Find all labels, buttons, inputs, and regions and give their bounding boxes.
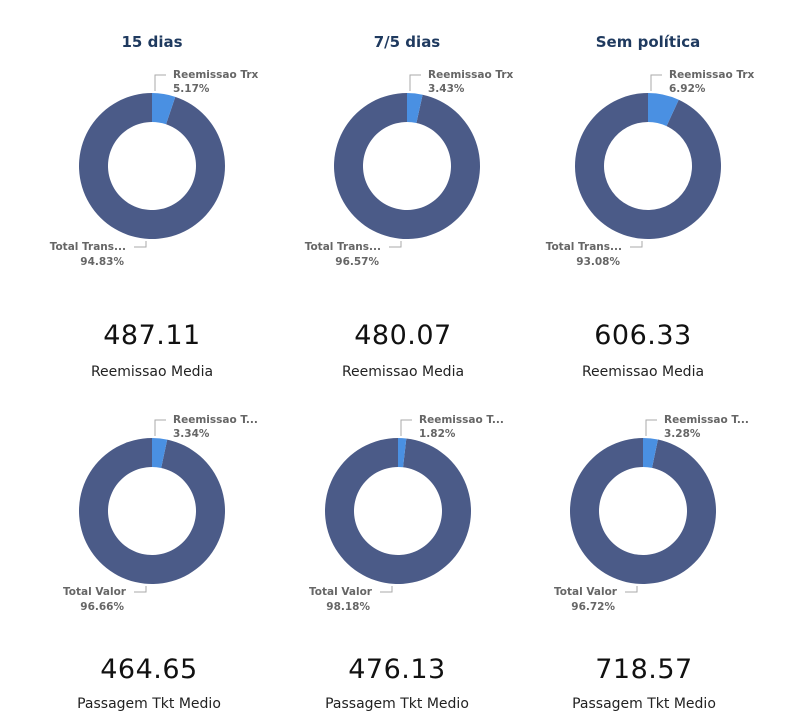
leader-line [389, 241, 402, 248]
donut-chart-reemissao-trx-sem-politica[interactable]: Reemissao Trx 6.92% Total Trans... 93.08% [546, 62, 755, 268]
leader-line [650, 74, 662, 91]
slice-label-reemissao-tkt: Reemissao T... [173, 414, 258, 426]
kpi-passagem-tkt-medio-7-5-dias-value: 476.13 [348, 654, 446, 685]
slice-label-total-transa-es: Total Trans... [546, 241, 622, 253]
slice-label-reemissao-trx: Reemissao Trx [173, 69, 259, 81]
donut-slice-total-valor[interactable] [78, 438, 225, 584]
donut-slice-total-valor[interactable] [325, 438, 471, 584]
slice-percent-reemissao-trx: 5.17% [173, 83, 210, 95]
leader-line [400, 419, 412, 436]
slice-percent-reemissao-tkt: 1.82% [419, 428, 456, 440]
donut-chart-reemissao-trx-15-dias[interactable]: Reemissao Trx 5.17% Total Trans... 94.83% [50, 62, 259, 268]
donut-chart-reemissao-tkt-7-5-dias[interactable]: Reemissao T... 1.82% Total Valor 98.18% [298, 407, 504, 613]
column-title-sem-politica: Sem política [595, 33, 701, 51]
donut-slice-reemissao-trx[interactable] [648, 93, 679, 127]
slice-label-reemissao-trx: Reemissao Trx [428, 69, 514, 81]
kpi-passagem-tkt-medio-sem-politica-value: 718.57 [595, 654, 693, 685]
kpi-reemissao-media-sem-politica-label: Reemissao Media [581, 364, 705, 380]
donut-chart-reemissao-tkt-15-dias[interactable]: Reemissao T... 3.34% Total Valor 96.66% [52, 407, 258, 613]
donut-slice-reemissao-tkt[interactable] [398, 438, 407, 468]
donut-slice-total-valor[interactable] [570, 438, 716, 584]
slice-label-reemissao-tkt: Reemissao T... [664, 414, 749, 426]
slice-label-total-valor: Total Valor [309, 586, 373, 598]
leader-line [154, 74, 166, 91]
leader-line [625, 586, 638, 593]
slice-percent-reemissao-trx: 6.92% [669, 83, 706, 95]
slice-percent-reemissao-trx: 3.43% [428, 83, 465, 95]
slice-percent-total-valor: 96.72% [571, 601, 615, 613]
donut-slice-reemissao-trx[interactable] [152, 93, 176, 125]
slice-percent-total-valor: 98.18% [326, 601, 370, 613]
kpi-reemissao-media-15-dias-label: Reemissao Media [90, 364, 214, 380]
kpi-passagem-tkt-medio-sem-politica-label: Passagem Tkt Medio [572, 696, 716, 712]
slice-percent-total-transa-es: 96.57% [335, 256, 379, 268]
column-title-7-5-dias: 7/5 dias [373, 33, 441, 51]
kpi-reemissao-media-sem-politica-value: 606.33 [594, 320, 692, 351]
donut-slice-total-transa-es[interactable] [79, 93, 226, 240]
slice-label-total-valor: Total Valor [554, 586, 618, 598]
donut-chart-reemissao-tkt-sem-politica[interactable]: Reemissao T... 3.28% Total Valor 96.72% [543, 407, 749, 613]
donut-slice-total-transa-es[interactable] [333, 92, 480, 239]
leader-line [154, 419, 166, 436]
kpi-reemissao-media-7-5-dias-label: Reemissao Media [341, 364, 465, 380]
donut-slice-total-transa-es[interactable] [575, 93, 721, 239]
leader-line [134, 241, 147, 248]
leader-line [409, 74, 421, 91]
donut-slice-reemissao-trx[interactable] [407, 93, 423, 124]
slice-label-total-valor: Total Valor [63, 586, 127, 598]
kpi-reemissao-media-15-dias-value: 487.11 [103, 320, 201, 351]
slice-label-reemissao-trx: Reemissao Trx [669, 69, 755, 81]
donut-chart-reemissao-trx-7-5-dias[interactable]: Reemissao Trx 3.43% Total Trans... 96.57% [305, 62, 514, 268]
kpi-passagem-tkt-medio-15-dias-label: Passagem Tkt Medio [77, 696, 221, 712]
slice-percent-reemissao-tkt: 3.34% [173, 428, 210, 440]
kpi-passagem-tkt-medio-7-5-dias-label: Passagem Tkt Medio [325, 696, 469, 712]
donut-slice-reemissao-tkt[interactable] [643, 438, 658, 468]
leader-line [380, 586, 393, 593]
slice-percent-total-transa-es: 93.08% [576, 256, 620, 268]
leader-line [134, 586, 147, 593]
slice-percent-total-transa-es: 94.83% [80, 256, 124, 268]
kpi-reemissao-media-7-5-dias-value: 480.07 [354, 320, 452, 351]
slice-label-reemissao-tkt: Reemissao T... [419, 414, 504, 426]
kpi-passagem-tkt-medio-15-dias-value: 464.65 [100, 654, 198, 685]
column-title-15-dias: 15 dias [121, 33, 183, 51]
donut-slice-reemissao-tkt[interactable] [152, 438, 168, 468]
leader-line [645, 419, 657, 436]
leader-line [630, 241, 643, 248]
slice-label-total-transa-es: Total Trans... [305, 241, 381, 253]
slice-label-total-transa-es: Total Trans... [50, 241, 126, 253]
slice-percent-total-valor: 96.66% [80, 601, 124, 613]
slice-percent-reemissao-tkt: 3.28% [664, 428, 701, 440]
